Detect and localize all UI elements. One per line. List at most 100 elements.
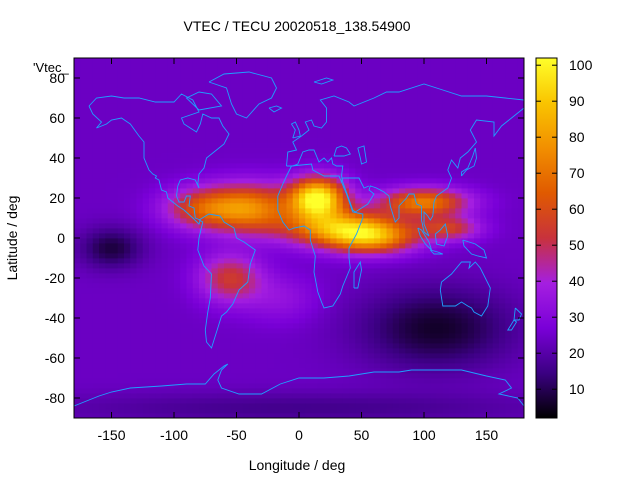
heatmap-cell [342,168,350,174]
heatmap-cell [286,213,294,219]
heatmap-cell [424,373,431,379]
heatmap-cell [411,143,419,149]
heatmap-cell [380,338,387,344]
heatmap-cell [399,403,406,409]
heatmap-cell [399,123,406,129]
heatmap-cell [292,258,300,264]
heatmap-cell [274,388,281,394]
heatmap-cell [99,388,106,394]
heatmap-cell [174,223,181,229]
heatmap-cell [499,353,506,359]
heatmap-cell [499,398,506,404]
heatmap-cell [261,358,269,364]
heatmap-cell [180,213,187,219]
heatmap-cell [311,293,319,299]
heatmap-cell [405,233,412,239]
heatmap-cell [380,388,387,394]
heatmap-cell [99,368,106,374]
heatmap-cell [86,118,94,124]
heatmap-cell [105,238,112,244]
heatmap-cell [436,138,444,144]
heatmap-cell [105,168,112,174]
heatmap-cell [224,133,231,139]
heatmap-cell [324,123,331,129]
heatmap-cell [124,108,131,114]
heatmap-cell [136,123,144,129]
heatmap-cell [267,403,275,409]
heatmap-cell [399,388,406,394]
heatmap-cell [267,148,275,154]
heatmap-cell [399,148,406,154]
heatmap-cell [180,258,187,264]
heatmap-cell [405,248,412,254]
heatmap-cell [130,393,137,399]
heatmap-cell [130,378,137,384]
heatmap-cell [305,283,312,289]
heatmap-cell [417,93,425,99]
heatmap-cell [217,333,225,339]
heatmap-cell [111,108,119,114]
heatmap-cell [499,413,506,419]
heatmap-cell [199,123,206,129]
heatmap-cell [92,88,100,94]
heatmap-cell [386,338,394,344]
heatmap-cell [292,173,300,179]
heatmap-cell [449,233,456,239]
heatmap-cell [367,93,375,99]
heatmap-cell [480,188,487,194]
heatmap-cell [186,178,194,184]
heatmap-cell [392,288,400,294]
heatmap-cell [386,163,394,169]
heatmap-cell [405,193,412,199]
heatmap-cell [361,318,369,324]
heatmap-cell [267,193,275,199]
heatmap-cell [211,243,219,249]
heatmap-cell [474,168,481,174]
heatmap-cell [105,118,112,124]
heatmap-cell [161,68,169,74]
heatmap-cell [330,333,337,339]
heatmap-cell [99,138,106,144]
heatmap-cell [380,153,387,159]
heatmap-cell [411,228,419,234]
heatmap-cell [80,273,87,279]
heatmap-cell [199,388,206,394]
heatmap-cell [167,413,175,419]
heatmap-cell [367,403,375,409]
heatmap-cell [436,393,444,399]
heatmap-cell [499,308,506,314]
heatmap-cell [449,283,456,289]
heatmap-cell [305,388,312,394]
heatmap-cell [324,378,331,384]
heatmap-cell [74,388,81,394]
heatmap-cell [474,343,481,349]
heatmap-cell [192,298,200,304]
heatmap-cell [380,133,387,139]
heatmap-cell [255,78,262,84]
heatmap-cell [186,63,194,69]
heatmap-cell [99,93,106,99]
heatmap-cell [317,178,325,184]
heatmap-cell [199,293,206,299]
heatmap-cell [374,108,381,114]
heatmap-cell [411,313,419,319]
heatmap-cell [405,148,412,154]
heatmap-cell [99,128,106,134]
heatmap-cell [342,203,350,209]
heatmap-cell [417,298,425,304]
heatmap-cell [99,88,106,94]
heatmap-cell [280,403,287,409]
heatmap-cell [355,263,362,269]
heatmap-cell [117,158,125,164]
heatmap-cell [286,158,294,164]
heatmap-cell [405,413,412,419]
heatmap-cell [192,123,200,129]
heatmap-cell [424,238,431,244]
heatmap-cell [111,298,119,304]
heatmap-cell [124,138,131,144]
heatmap-cell [236,413,244,419]
heatmap-cell [149,288,156,294]
heatmap-cell [92,283,100,289]
heatmap-cell [386,78,394,84]
heatmap-cell [86,63,94,69]
